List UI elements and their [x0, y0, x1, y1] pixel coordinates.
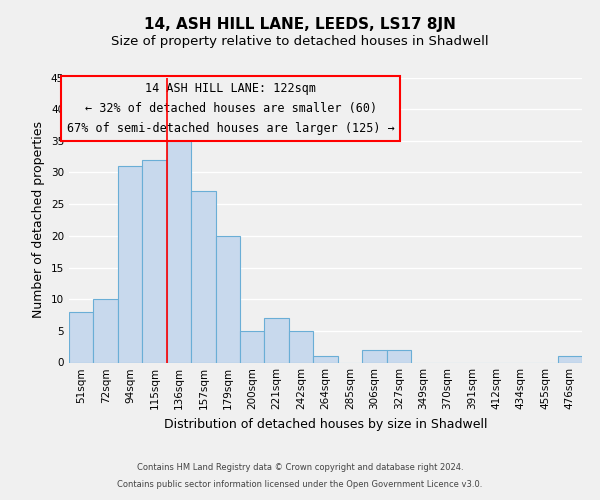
Bar	[313, 356, 338, 362]
Bar	[362, 350, 386, 362]
Bar	[240, 331, 265, 362]
Bar	[142, 160, 167, 362]
Bar	[167, 128, 191, 362]
Bar	[265, 318, 289, 362]
Bar	[215, 236, 240, 362]
Bar	[557, 356, 582, 362]
Bar	[289, 331, 313, 362]
Text: 14 ASH HILL LANE: 122sqm
← 32% of detached houses are smaller (60)
67% of semi-d: 14 ASH HILL LANE: 122sqm ← 32% of detach…	[67, 82, 394, 135]
Y-axis label: Number of detached properties: Number of detached properties	[32, 122, 46, 318]
Text: Size of property relative to detached houses in Shadwell: Size of property relative to detached ho…	[111, 35, 489, 48]
Bar	[94, 299, 118, 362]
Bar	[386, 350, 411, 362]
Bar	[191, 192, 215, 362]
Text: Contains HM Land Registry data © Crown copyright and database right 2024.: Contains HM Land Registry data © Crown c…	[137, 464, 463, 472]
Text: Contains public sector information licensed under the Open Government Licence v3: Contains public sector information licen…	[118, 480, 482, 489]
Bar	[69, 312, 94, 362]
X-axis label: Distribution of detached houses by size in Shadwell: Distribution of detached houses by size …	[164, 418, 487, 431]
Bar	[118, 166, 142, 362]
Text: 14, ASH HILL LANE, LEEDS, LS17 8JN: 14, ASH HILL LANE, LEEDS, LS17 8JN	[144, 18, 456, 32]
